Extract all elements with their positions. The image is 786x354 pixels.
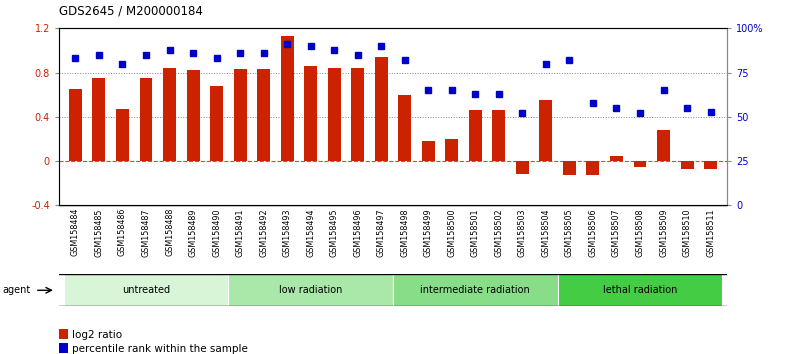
Text: intermediate radiation: intermediate radiation	[421, 285, 531, 295]
Bar	[393, 274, 558, 306]
Bar	[558, 274, 722, 306]
Bar	[116, 109, 129, 161]
Bar	[469, 110, 482, 161]
Text: GSM158492: GSM158492	[259, 208, 268, 257]
Bar	[586, 161, 600, 176]
Bar	[704, 161, 717, 169]
Bar	[375, 57, 387, 161]
Bar	[140, 78, 152, 161]
Bar	[681, 161, 693, 169]
Text: lethal radiation: lethal radiation	[603, 285, 678, 295]
Bar	[281, 36, 294, 161]
Text: GSM158502: GSM158502	[494, 208, 503, 257]
Text: GSM158503: GSM158503	[518, 208, 527, 257]
Text: GSM158498: GSM158498	[400, 208, 410, 257]
Bar	[228, 274, 393, 306]
Text: log2 ratio: log2 ratio	[72, 330, 122, 339]
Text: GSM158484: GSM158484	[71, 208, 80, 256]
Bar	[304, 66, 317, 161]
Bar	[233, 69, 247, 161]
Text: GSM158495: GSM158495	[329, 208, 339, 257]
Text: GSM158496: GSM158496	[353, 208, 362, 257]
Bar	[210, 86, 223, 161]
Bar	[634, 161, 646, 167]
Text: GSM158507: GSM158507	[612, 208, 621, 257]
Text: GSM158505: GSM158505	[565, 208, 574, 257]
Text: GSM158499: GSM158499	[424, 208, 433, 257]
Text: GSM158506: GSM158506	[589, 208, 597, 257]
Text: GSM158508: GSM158508	[636, 208, 645, 257]
Text: GSM158488: GSM158488	[165, 208, 174, 256]
Bar	[563, 161, 576, 176]
Text: GSM158510: GSM158510	[682, 208, 692, 257]
Bar	[328, 68, 340, 161]
Bar	[186, 70, 200, 161]
Text: percentile rank within the sample: percentile rank within the sample	[72, 344, 248, 354]
Bar	[64, 274, 228, 306]
Text: low radiation: low radiation	[279, 285, 343, 295]
Text: GSM158485: GSM158485	[94, 208, 104, 257]
Bar	[539, 100, 553, 161]
Text: GSM158487: GSM158487	[141, 208, 150, 257]
Bar	[93, 78, 105, 161]
Bar	[610, 155, 623, 161]
Text: GSM158489: GSM158489	[189, 208, 197, 257]
Text: GSM158504: GSM158504	[542, 208, 550, 257]
Bar	[657, 130, 670, 161]
Bar	[422, 141, 435, 161]
Bar	[257, 69, 270, 161]
Bar	[399, 95, 411, 161]
Bar	[516, 161, 529, 175]
Bar	[351, 68, 364, 161]
Text: GSM158509: GSM158509	[659, 208, 668, 257]
Text: GSM158486: GSM158486	[118, 208, 127, 256]
Text: untreated: untreated	[122, 285, 170, 295]
Bar	[492, 110, 505, 161]
Text: GDS2645 / M200000184: GDS2645 / M200000184	[59, 5, 203, 18]
Text: GSM158494: GSM158494	[307, 208, 315, 257]
Bar	[163, 68, 176, 161]
Text: GSM158500: GSM158500	[447, 208, 457, 257]
Text: GSM158497: GSM158497	[376, 208, 386, 257]
Text: GSM158501: GSM158501	[471, 208, 479, 257]
Bar	[69, 89, 82, 161]
Text: agent: agent	[2, 285, 31, 295]
Text: GSM158491: GSM158491	[236, 208, 244, 257]
Bar	[446, 139, 458, 161]
Text: GSM158490: GSM158490	[212, 208, 221, 257]
Text: GSM158511: GSM158511	[706, 208, 715, 257]
Text: GSM158493: GSM158493	[283, 208, 292, 257]
